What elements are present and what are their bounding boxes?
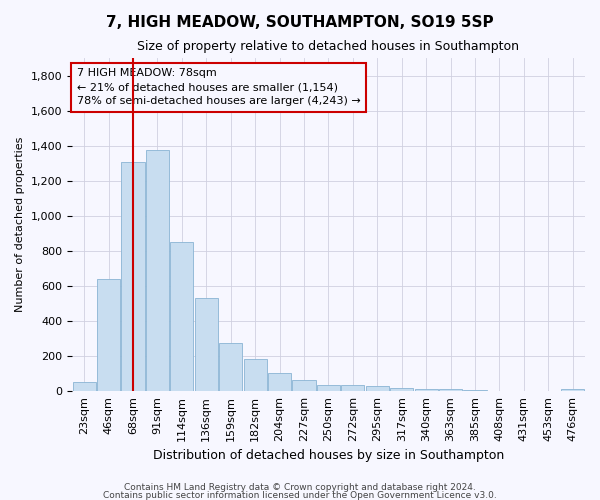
Title: Size of property relative to detached houses in Southampton: Size of property relative to detached ho… xyxy=(137,40,520,53)
Bar xyxy=(194,298,218,391)
Bar xyxy=(415,389,438,391)
X-axis label: Distribution of detached houses by size in Southampton: Distribution of detached houses by size … xyxy=(153,450,504,462)
Bar xyxy=(439,390,462,391)
Bar xyxy=(561,388,584,391)
Text: 7 HIGH MEADOW: 78sqm
← 21% of detached houses are smaller (1,154)
78% of semi-de: 7 HIGH MEADOW: 78sqm ← 21% of detached h… xyxy=(77,68,361,106)
Bar xyxy=(341,384,364,391)
Bar xyxy=(170,242,193,391)
Text: Contains HM Land Registry data © Crown copyright and database right 2024.: Contains HM Land Registry data © Crown c… xyxy=(124,483,476,492)
Y-axis label: Number of detached properties: Number of detached properties xyxy=(15,137,25,312)
Bar xyxy=(219,343,242,391)
Text: 7, HIGH MEADOW, SOUTHAMPTON, SO19 5SP: 7, HIGH MEADOW, SOUTHAMPTON, SO19 5SP xyxy=(106,15,494,30)
Bar xyxy=(146,150,169,391)
Bar xyxy=(463,390,487,391)
Text: Contains public sector information licensed under the Open Government Licence v3: Contains public sector information licen… xyxy=(103,490,497,500)
Bar xyxy=(97,279,120,391)
Bar xyxy=(244,359,267,391)
Bar xyxy=(121,162,145,391)
Bar xyxy=(390,388,413,391)
Bar xyxy=(73,382,96,391)
Bar xyxy=(317,384,340,391)
Bar xyxy=(366,386,389,391)
Bar xyxy=(268,373,291,391)
Bar xyxy=(488,390,511,391)
Bar xyxy=(292,380,316,391)
